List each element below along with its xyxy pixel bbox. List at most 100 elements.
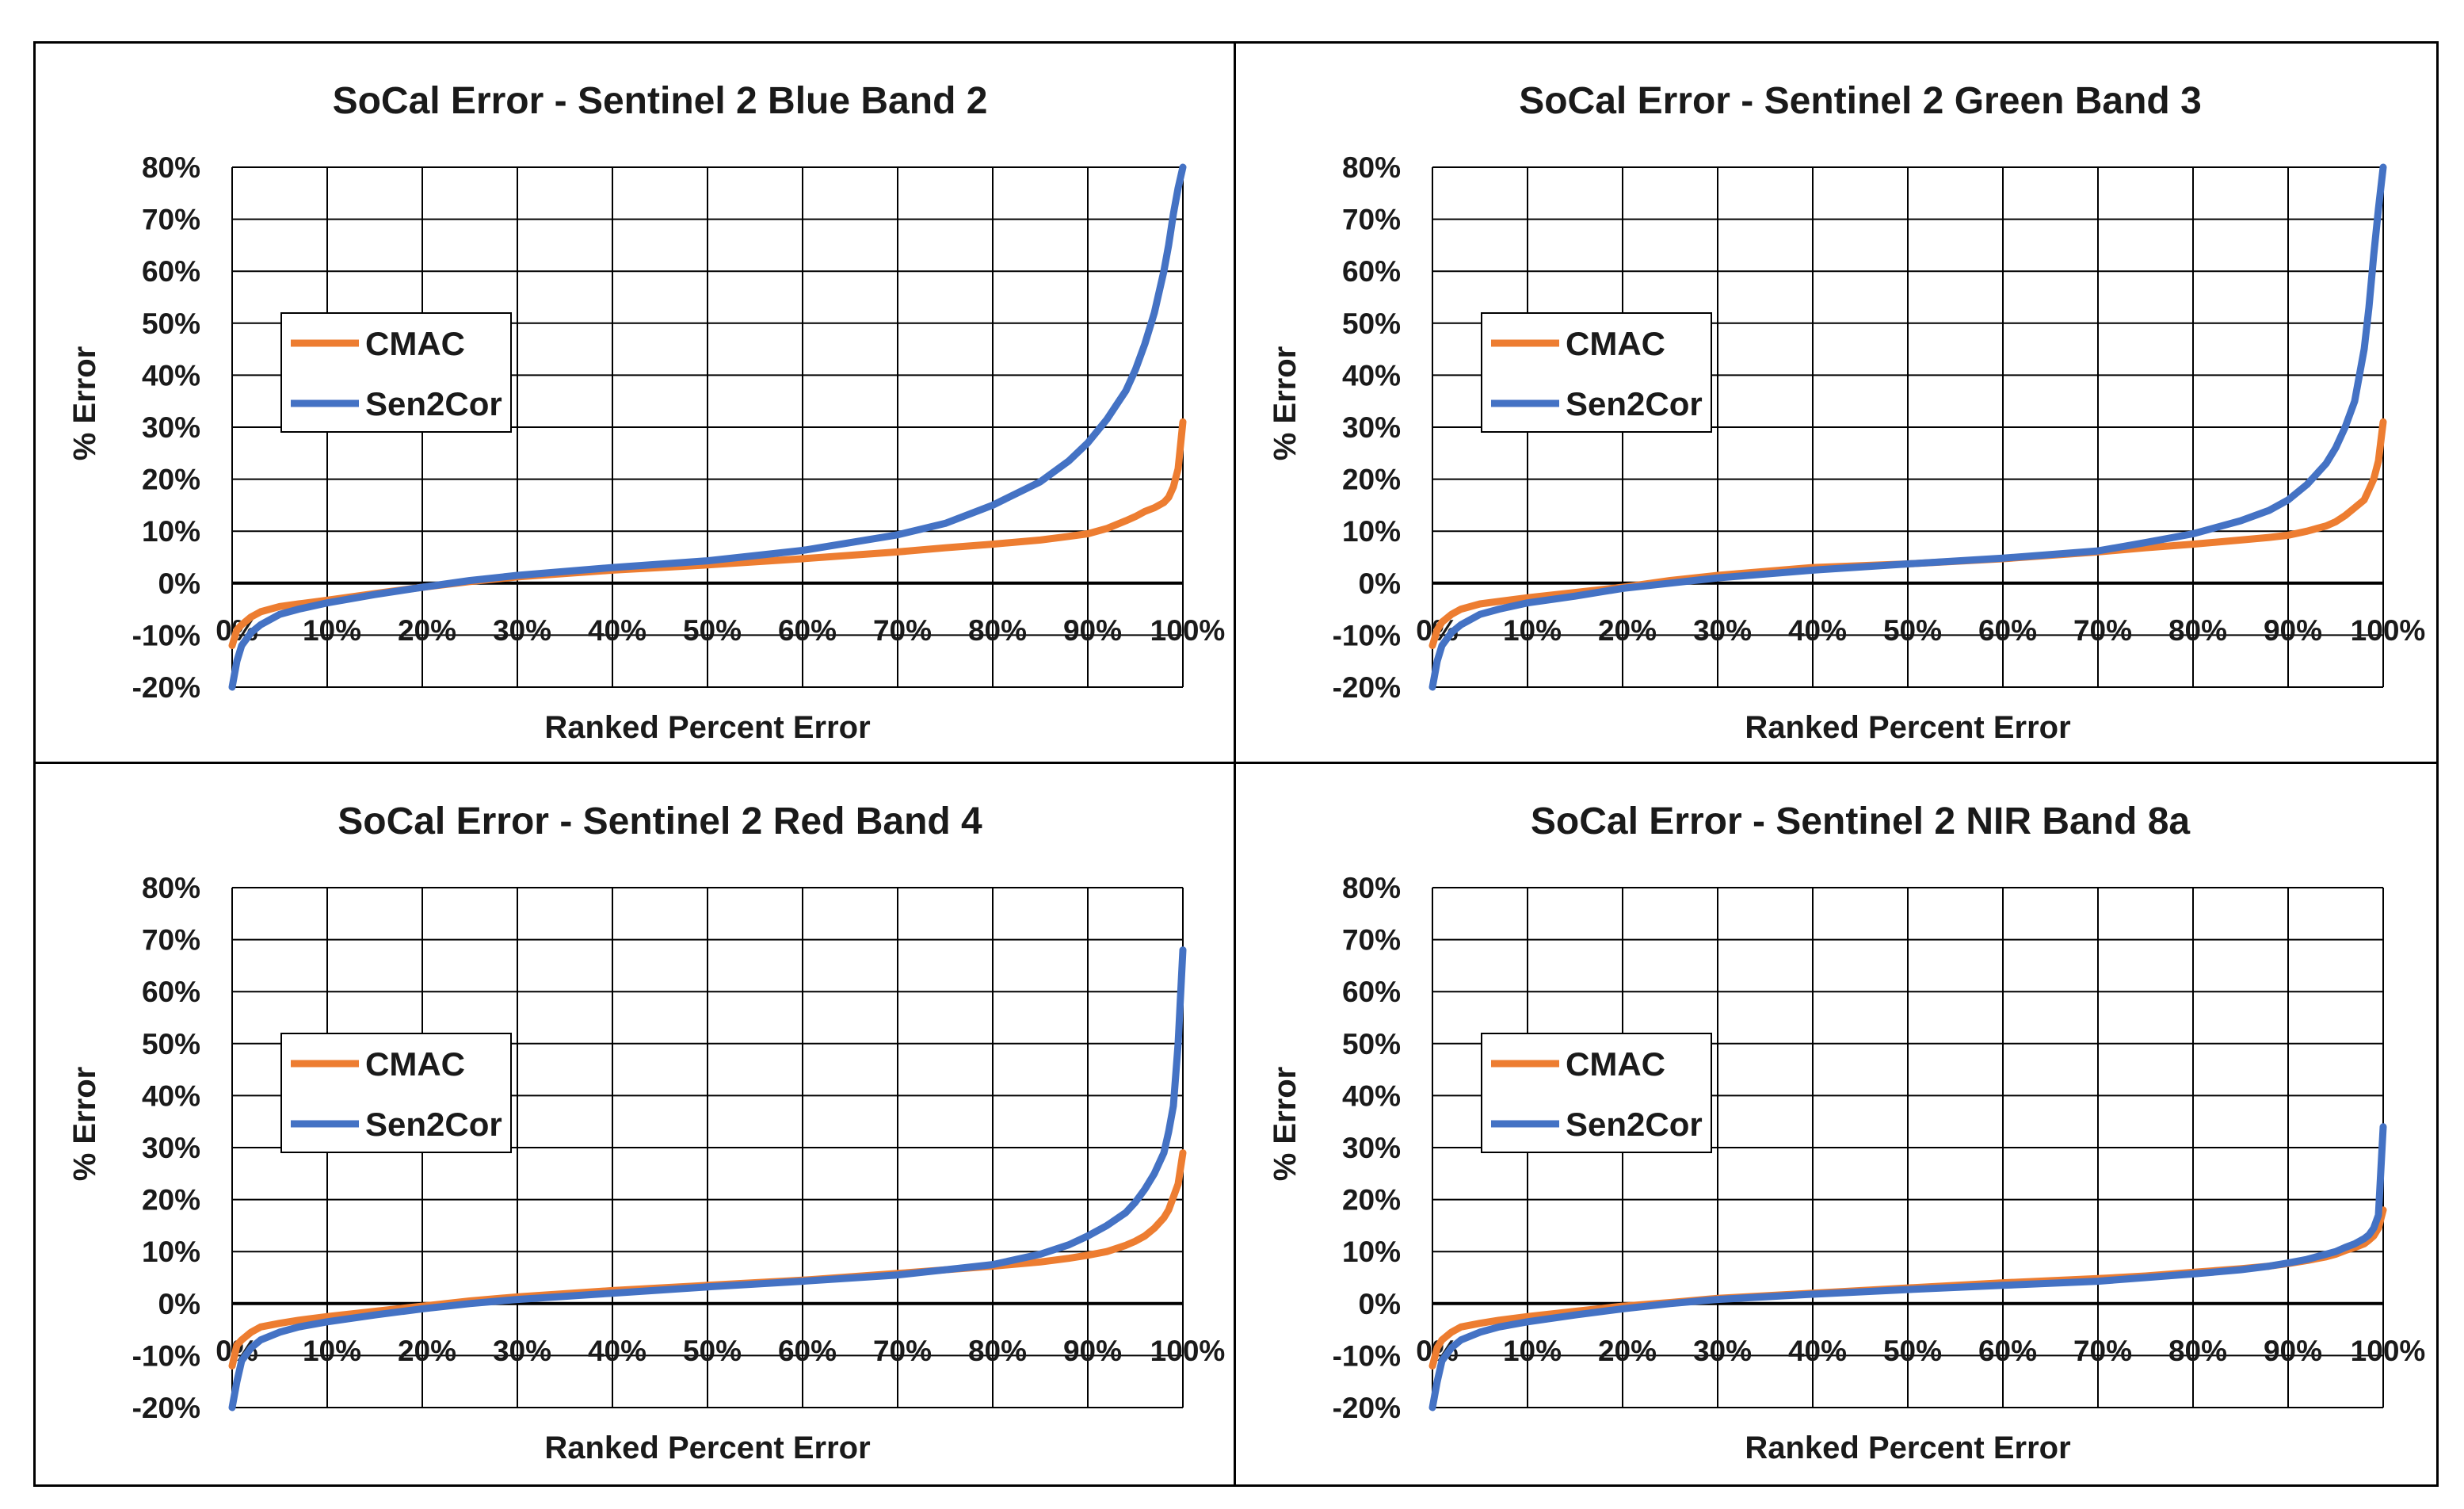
x-tick-label: 90% — [1063, 614, 1122, 647]
y-tick-label: 0% — [1359, 567, 1401, 600]
y-tick-label: 40% — [1342, 1079, 1401, 1112]
series-line-sen2cor — [1428, 163, 2387, 691]
x-tick-label: 50% — [683, 1335, 742, 1367]
y-tick-label: -20% — [132, 671, 200, 704]
x-tick-label: 40% — [588, 614, 647, 647]
y-tick-label: 10% — [1342, 515, 1401, 548]
x-tick-label: 20% — [398, 1335, 456, 1367]
x-tick-label: 50% — [683, 614, 742, 647]
legend-label-sen2cor: Sen2Cor — [365, 1106, 502, 1143]
x-tick-label: 90% — [1063, 1335, 1122, 1367]
y-tick-label: 50% — [142, 308, 200, 340]
x-tick-label: 10% — [303, 614, 361, 647]
x-tick-label: 90% — [2264, 1335, 2322, 1367]
y-tick-label: 50% — [142, 1028, 200, 1060]
x-axis-label: Ranked Percent Error — [1745, 710, 2070, 745]
y-tick-label: 40% — [142, 359, 200, 392]
chart-panel-red-band-4: SoCal Error - Sentinel 2 Red Band 4 80% 70… — [33, 764, 1236, 1487]
x-tick-label: 30% — [493, 614, 551, 647]
y-axis-label: % Error — [1268, 346, 1303, 461]
y-tick-label: 0% — [158, 1288, 200, 1320]
chart-title: SoCal Error - Sentinel 2 Blue Band 2 — [333, 80, 988, 122]
legend-label-cmac: CMAC — [1566, 325, 1665, 362]
x-axis-label: Ranked Percent Error — [544, 710, 870, 745]
legend: CMAC Sen2Cor — [280, 1033, 512, 1153]
x-tick-label: 20% — [1598, 1335, 1657, 1367]
x-tick-label: 10% — [303, 1335, 361, 1367]
legend-label-sen2cor: Sen2Cor — [1566, 1106, 1703, 1143]
x-tick-label: 10% — [1503, 614, 1562, 647]
x-tick-label: 60% — [778, 614, 837, 647]
chart-panel-blue-band-2: SoCal Error - Sentinel 2 Blue Band 2 80% 7… — [33, 41, 1236, 764]
y-tick-label: 30% — [142, 1132, 200, 1164]
x-tick-label: 100% — [1150, 614, 1226, 647]
legend-label-cmac: CMAC — [1566, 1045, 1665, 1083]
y-tick-label: -10% — [132, 619, 200, 651]
legend: CMAC Sen2Cor — [1481, 312, 1712, 433]
y-tick-label: 60% — [142, 255, 200, 288]
series-line-cmac — [228, 418, 1187, 649]
x-tick-label: 100% — [2351, 614, 2426, 647]
y-tick-label: 70% — [142, 204, 200, 236]
y-tick-label: -10% — [1333, 619, 1401, 651]
y-tick-label: -10% — [1333, 1339, 1401, 1372]
y-tick-label: 80% — [142, 151, 200, 184]
y-tick-label: 10% — [1342, 1236, 1401, 1268]
y-tick-label: 30% — [1342, 411, 1401, 444]
y-tick-label: 50% — [1342, 308, 1401, 340]
x-tick-label: 30% — [1693, 1335, 1752, 1367]
x-tick-label: 80% — [2168, 614, 2227, 647]
chart-title: SoCal Error - Sentinel 2 NIR Band 8a — [1531, 800, 2191, 842]
y-tick-label: 40% — [142, 1079, 200, 1112]
y-tick-label: 50% — [1342, 1028, 1401, 1060]
y-tick-label: 70% — [142, 924, 200, 957]
legend-box — [1481, 312, 1712, 433]
y-tick-label: 80% — [142, 872, 200, 904]
x-tick-label: 20% — [398, 614, 456, 647]
y-tick-label: 60% — [142, 976, 200, 1008]
legend-label-sen2cor: Sen2Cor — [1566, 385, 1703, 422]
x-tick-label: 90% — [2264, 614, 2322, 647]
grid — [231, 166, 1184, 688]
y-tick-label: -20% — [1333, 671, 1401, 704]
chart-svg: SoCal Error - Sentinel 2 Red Band 4 80% 70… — [67, 800, 1226, 1465]
y-tick-label: -20% — [1333, 1392, 1401, 1424]
y-tick-label: -10% — [132, 1339, 200, 1372]
y-tick-label: 0% — [158, 567, 200, 600]
legend-box — [280, 1033, 512, 1153]
grid — [1432, 887, 2384, 1408]
y-tick-label: 30% — [1342, 1132, 1401, 1164]
x-tick-label: 70% — [2073, 1335, 2132, 1367]
x-tick-label: 70% — [873, 614, 932, 647]
y-tick-label: 20% — [1342, 1184, 1401, 1217]
y-tick-label: 10% — [142, 515, 200, 548]
y-tick-label: 0% — [1359, 1288, 1401, 1320]
x-tick-label: 80% — [968, 614, 1027, 647]
y-tick-label: 10% — [142, 1236, 200, 1268]
chart-panel-nir-band-8a: SoCal Error - Sentinel 2 NIR Band 8a 80% 7… — [1236, 764, 2439, 1487]
x-tick-label: 60% — [778, 1335, 837, 1367]
y-tick-label: 80% — [1342, 872, 1401, 904]
legend: CMAC Sen2Cor — [280, 312, 512, 433]
x-tick-label: 70% — [873, 1335, 932, 1367]
x-tick-label: 40% — [1788, 1335, 1847, 1367]
series-line-sen2cor — [228, 946, 1187, 1412]
x-tick-label: 40% — [1788, 614, 1847, 647]
y-tick-label: 40% — [1342, 359, 1401, 392]
chart-panel-green-band-3: SoCal Error - Sentinel 2 Green Band 3 80%… — [1236, 41, 2439, 764]
x-tick-label: 30% — [1693, 614, 1752, 647]
x-tick-label: 60% — [1978, 1335, 2037, 1367]
chart-title: SoCal Error - Sentinel 2 Red Band 4 — [338, 800, 982, 842]
chart-svg: SoCal Error - Sentinel 2 Green Band 3 80%… — [1268, 80, 2426, 745]
x-tick-label: 80% — [2168, 1335, 2227, 1367]
legend-label-cmac: CMAC — [365, 325, 465, 362]
figure: SoCal Error - Sentinel 2 Blue Band 2 80% 7… — [33, 41, 2439, 1487]
y-tick-label: 30% — [142, 411, 200, 444]
x-tick-label: 60% — [1978, 614, 2037, 647]
x-tick-label: 100% — [1150, 1335, 1226, 1367]
y-tick-label: 60% — [1342, 255, 1401, 288]
series-line-sen2cor — [228, 163, 1187, 691]
x-axis-label: Ranked Percent Error — [544, 1431, 870, 1465]
y-axis-label: % Error — [1268, 1067, 1303, 1182]
x-axis-label: Ranked Percent Error — [1745, 1431, 2070, 1465]
